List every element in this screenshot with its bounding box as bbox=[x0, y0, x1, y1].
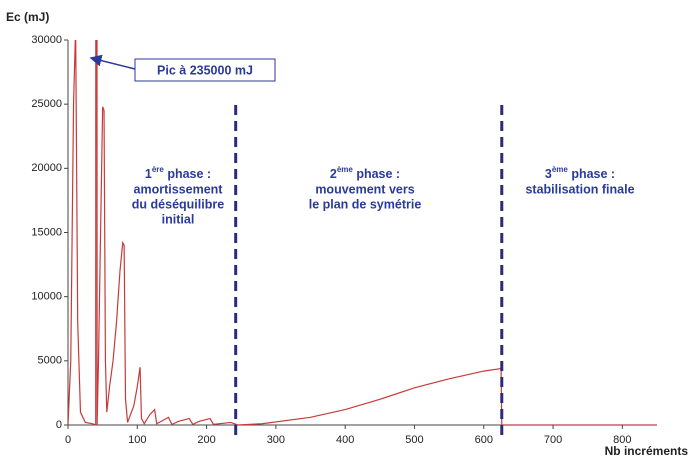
phase-line: stabilisation finale bbox=[525, 182, 634, 196]
x-tick-label: 400 bbox=[336, 434, 354, 446]
y-tick-label: 5000 bbox=[38, 355, 62, 367]
phase-rest: phase : bbox=[164, 167, 211, 181]
y-tick-label: 20000 bbox=[31, 162, 62, 174]
phase-rest: phase : bbox=[353, 167, 400, 181]
y-tick-label: 25000 bbox=[31, 98, 62, 110]
phase-number: 1 bbox=[145, 167, 152, 181]
phase-title: 3ème phase : bbox=[545, 165, 615, 181]
annotation: Pic à 235000 mJ bbox=[157, 63, 253, 77]
annotation-arrow bbox=[89, 54, 136, 70]
y-tick-label: 30000 bbox=[31, 34, 62, 46]
phase-number: 2 bbox=[330, 167, 337, 181]
y-tick-label: 10000 bbox=[31, 291, 62, 303]
x-tick-label: 500 bbox=[405, 434, 423, 446]
x-tick-label: 0 bbox=[65, 434, 71, 446]
phase-sup: ème bbox=[552, 165, 569, 174]
phase-rest: phase : bbox=[568, 167, 615, 181]
x-tick-label: 700 bbox=[544, 434, 562, 446]
plot-area bbox=[68, 40, 657, 425]
x-tick-label: 800 bbox=[613, 434, 631, 446]
y-tick-label: 15000 bbox=[31, 226, 62, 238]
annotation-box bbox=[134, 58, 276, 82]
y-axis-label: Ec (mJ) bbox=[6, 10, 49, 24]
x-tick-label: 300 bbox=[267, 434, 285, 446]
x-tick-label: 200 bbox=[197, 434, 215, 446]
phase-line: du déséquilibre bbox=[132, 197, 224, 211]
phase-sup: ère bbox=[152, 165, 165, 174]
x-tick-label: 600 bbox=[475, 434, 493, 446]
data-line bbox=[68, 40, 657, 425]
phase-line: le plan de symétrie bbox=[309, 197, 422, 211]
phase-line: initial bbox=[162, 212, 195, 226]
x-tick-label: 100 bbox=[128, 434, 146, 446]
x-axis-label: Nb incréments bbox=[605, 444, 689, 458]
phase-title: 2ème phase : bbox=[330, 165, 400, 181]
phase-title: 1ère phase : bbox=[145, 165, 211, 181]
phase-line: mouvement vers bbox=[315, 182, 414, 196]
y-tick-label: 0 bbox=[56, 419, 62, 431]
phase-sup: ème bbox=[337, 165, 354, 174]
phase-number: 3 bbox=[545, 167, 552, 181]
phase-line: amortissement bbox=[134, 182, 224, 196]
